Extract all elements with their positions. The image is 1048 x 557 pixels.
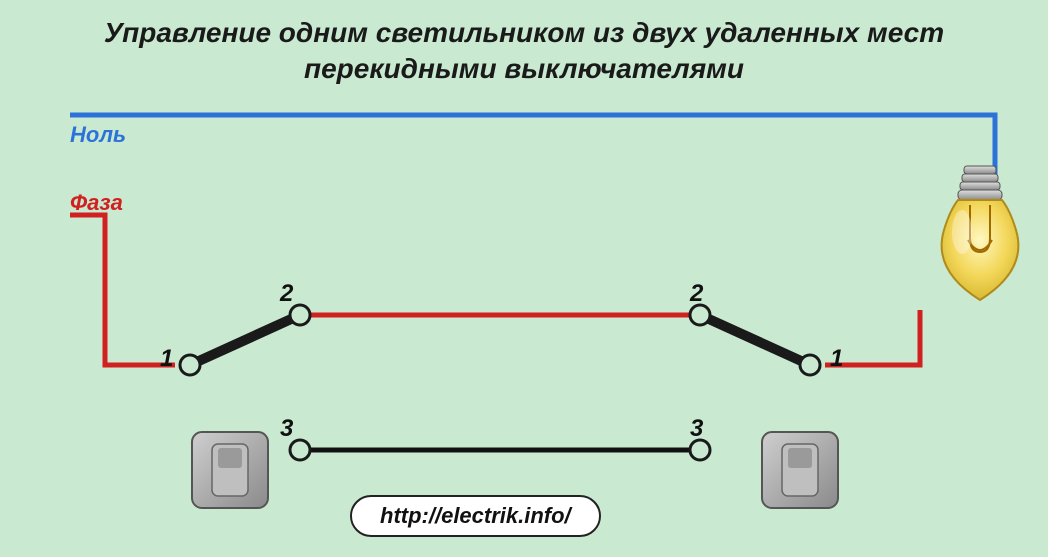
terminal-right-1: 1 <box>830 345 843 373</box>
switch-icon-right <box>760 430 840 510</box>
diagram-title: Управление одним светильником из двух уд… <box>40 15 1008 88</box>
neutral-label: Ноль <box>70 122 126 148</box>
switch-left-lever <box>190 315 300 365</box>
switch-icon-left <box>190 430 270 510</box>
phase-label: Фаза <box>70 190 123 216</box>
source-url: http://electrik.info/ <box>350 495 601 537</box>
terminal-left-2: 2 <box>280 280 293 308</box>
phase-wire-in <box>70 215 175 365</box>
neutral-wire <box>70 115 995 185</box>
terminal-right-3: 3 <box>690 415 703 443</box>
terminals <box>180 305 820 460</box>
bulb-icon <box>920 160 1040 330</box>
terminal-left-1: 1 <box>160 345 173 373</box>
switch-right-lever <box>700 315 810 365</box>
terminal-right-2: 2 <box>690 280 703 308</box>
terminal-left-3: 3 <box>280 415 293 443</box>
